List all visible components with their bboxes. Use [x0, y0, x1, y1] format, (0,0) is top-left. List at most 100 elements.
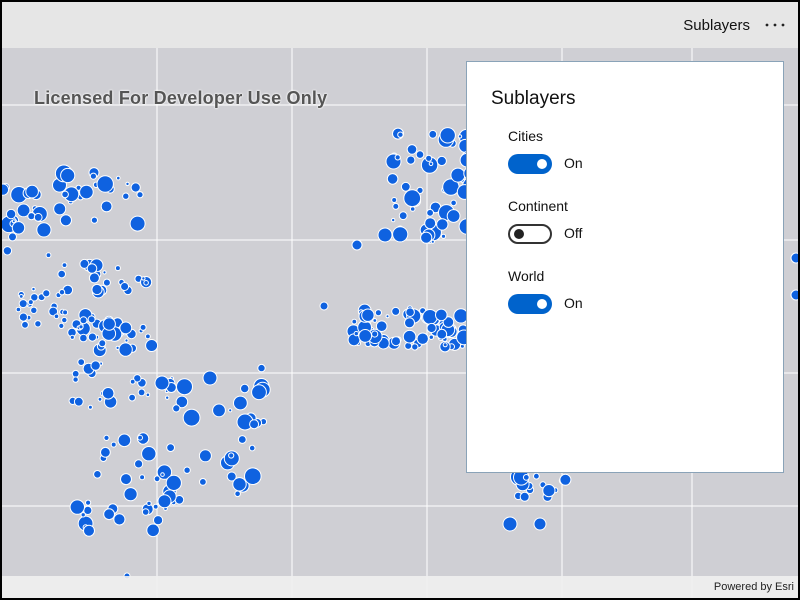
city-point: [416, 332, 429, 345]
city-point: [426, 322, 437, 334]
city-point: [502, 516, 518, 532]
layer-row-continent: Continent Off: [508, 198, 748, 258]
toggle-state: Off: [564, 225, 583, 241]
city-point: [391, 336, 401, 347]
city-point: [533, 472, 540, 480]
city-point: [93, 470, 102, 479]
panel-title: Sublayers: [491, 88, 576, 109]
city-point: [392, 202, 400, 210]
city-point: [129, 215, 146, 232]
city-point: [113, 513, 126, 526]
city-point: [375, 320, 388, 333]
city-point: [450, 199, 457, 207]
city-point: [16, 203, 31, 218]
city-point: [402, 329, 417, 344]
city-point: [79, 316, 88, 325]
city-point: [69, 334, 75, 340]
city-point: [25, 184, 39, 199]
city-point: [198, 449, 212, 463]
city-point: [146, 523, 160, 538]
continent-toggle[interactable]: [508, 224, 552, 244]
city-point: [435, 308, 448, 322]
city-point: [117, 433, 132, 448]
city-point: [48, 306, 59, 317]
city-point: [347, 333, 361, 347]
city-point: [116, 175, 121, 181]
city-point: [394, 154, 401, 161]
city-point: [422, 309, 438, 325]
city-point: [58, 322, 65, 329]
city-point: [123, 487, 138, 502]
city-point: [2, 183, 10, 196]
layer-name: Continent: [508, 198, 568, 214]
city-point: [406, 144, 418, 155]
city-point: [136, 191, 144, 199]
city-point: [415, 150, 425, 159]
city-point: [176, 378, 193, 396]
city-point: [100, 200, 113, 213]
city-point: [446, 209, 461, 223]
city-point: [122, 192, 130, 200]
city-point: [409, 206, 416, 212]
city-point: [141, 508, 150, 516]
city-point: [248, 444, 256, 452]
city-point: [154, 375, 170, 391]
city-point: [319, 301, 329, 311]
city-point: [391, 306, 401, 316]
city-point: [450, 167, 466, 183]
city-point: [440, 233, 447, 239]
city-point: [542, 484, 556, 498]
city-point: [103, 508, 115, 521]
city-point: [522, 474, 530, 481]
city-point: [119, 321, 133, 335]
city-point: [60, 167, 76, 184]
city-point: [436, 328, 448, 340]
map-canvas[interactable]: [2, 48, 798, 598]
city-point: [183, 466, 191, 474]
city-point: [137, 388, 146, 397]
attribution-text[interactable]: Powered by Esri: [713, 581, 794, 593]
toggle-knob: [537, 299, 547, 309]
city-point: [110, 441, 117, 448]
city-point: [405, 307, 415, 318]
layer-name: Cities: [508, 128, 544, 144]
city-point: [146, 500, 152, 507]
city-point: [157, 494, 172, 509]
city-point: [386, 173, 399, 185]
city-point: [137, 434, 144, 441]
city-point: [129, 378, 136, 385]
city-point: [79, 258, 90, 269]
city-point: [125, 181, 130, 187]
layer-row-world: World On: [508, 268, 748, 328]
city-point: [89, 172, 98, 180]
city-point: [57, 269, 67, 279]
city-point: [120, 473, 132, 486]
city-point: [103, 434, 110, 441]
command-bar: Sublayers: [2, 2, 798, 48]
city-point: [100, 446, 111, 458]
city-point: [165, 395, 170, 400]
city-point: [392, 226, 409, 243]
world-toggle[interactable]: [508, 294, 552, 314]
city-point: [134, 459, 144, 469]
city-point: [145, 339, 159, 352]
city-point: [428, 129, 438, 139]
city-point: [21, 320, 29, 329]
city-point: [533, 517, 547, 531]
cities-layer: [2, 127, 798, 580]
city-point: [212, 403, 226, 418]
sublayers-button[interactable]: Sublayers: [683, 17, 750, 34]
city-point: [428, 334, 434, 340]
city-point: [42, 289, 51, 298]
city-point: [61, 316, 68, 324]
toggle-state: On: [564, 295, 583, 311]
more-button[interactable]: [764, 12, 786, 38]
city-point: [790, 289, 798, 301]
cities-toggle[interactable]: [508, 154, 552, 174]
city-point: [172, 404, 181, 413]
city-point: [385, 314, 390, 319]
city-point: [72, 376, 79, 383]
city-point: [244, 467, 262, 486]
city-point: [61, 262, 68, 269]
